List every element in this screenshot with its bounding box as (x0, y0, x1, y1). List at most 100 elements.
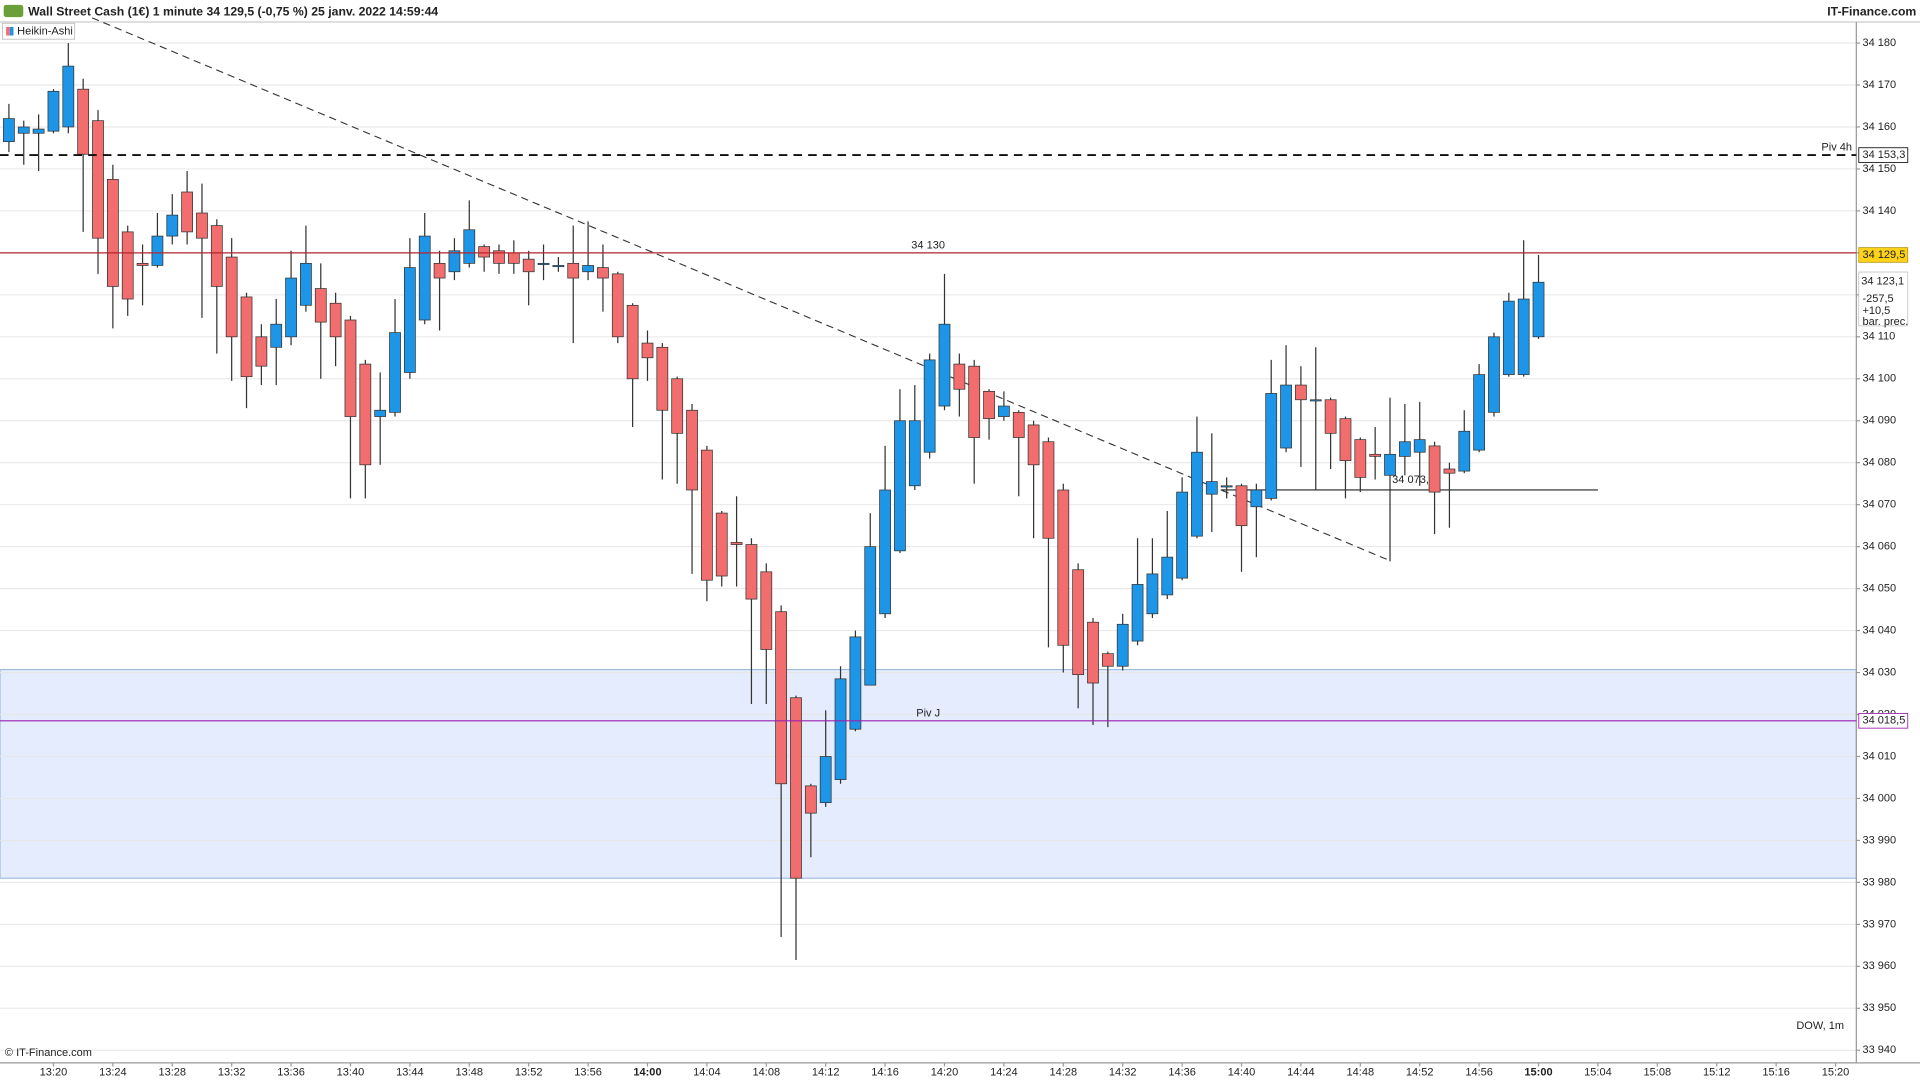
x-tick-label: 14:52 (1406, 1067, 1434, 1079)
header-bar (0, 0, 1920, 23)
candle-body (359, 363, 372, 466)
y-tick-label: 33 950 (1862, 1002, 1896, 1014)
chart-title: Wall Street Cash (1€) 1 minute 34 129,5 … (28, 4, 438, 18)
candle-body (3, 118, 15, 143)
y-tick-label: 34 050 (1862, 583, 1896, 595)
candle-body (1235, 485, 1248, 527)
x-tick-label: 14:24 (990, 1067, 1018, 1079)
price-badge-label: 34 129,5 (1862, 249, 1905, 261)
plot: 33 940 33 950 33 960 33 970 33 980 33 990 34 0… (0, 17, 1920, 1079)
x-tick-label: 14:44 (1287, 1067, 1315, 1079)
y-tick-label: 34 160 (1862, 121, 1896, 133)
candle-body (879, 489, 891, 615)
candle-body (671, 378, 684, 434)
candle-body (448, 250, 461, 273)
candle-body (270, 323, 283, 348)
candle-body (983, 390, 995, 420)
x-tick-label: 14:16 (871, 1067, 899, 1079)
x-tick-label: 13:52 (515, 1067, 543, 1079)
candle-body (1191, 451, 1203, 537)
trendline (91, 17, 1389, 561)
candle-body (210, 225, 223, 287)
candle-body (597, 267, 609, 279)
x-tick-label: 14:56 (1465, 1067, 1493, 1079)
candle-body (92, 120, 104, 239)
candle-body (1532, 281, 1545, 338)
candle-body (819, 756, 832, 804)
candle-body (715, 512, 728, 577)
candle-body (730, 542, 743, 545)
candle-body (626, 304, 639, 380)
source: IT-Finance.com (1827, 4, 1916, 18)
x-tick-label: 13:20 (40, 1067, 68, 1079)
candle-body (196, 212, 208, 239)
candle-body (478, 246, 491, 258)
candle-body (552, 265, 565, 268)
candle-body (17, 126, 30, 134)
candle-body (864, 546, 877, 686)
candle-body (1413, 439, 1426, 453)
candle-body (1072, 569, 1085, 676)
candle-body (463, 229, 476, 264)
candle-body (1384, 453, 1396, 476)
candle-body (1443, 468, 1456, 474)
app-icon (3, 4, 24, 18)
level-badge (1858, 147, 1909, 163)
candle-body (790, 697, 802, 879)
copyright: © IT-Finance.com (5, 1047, 92, 1059)
y-tick-label: 34 110 (1862, 331, 1895, 343)
candle-body (834, 678, 847, 780)
y-tick-label: 33 960 (1862, 960, 1896, 972)
candle-body (701, 449, 713, 581)
x-tick-label: 13:28 (158, 1067, 186, 1079)
candle-body (181, 191, 193, 233)
x-tick-label: 14:08 (753, 1067, 781, 1079)
candle-body (32, 128, 45, 134)
candle-body (567, 262, 580, 279)
candle-body (62, 65, 75, 128)
price-badge (1858, 247, 1909, 263)
x-tick-label: 13:36 (277, 1067, 305, 1079)
candle-body (389, 332, 401, 413)
y-tick-label: 34 070 (1862, 499, 1896, 511)
candle-body (225, 256, 238, 338)
candle-body (77, 88, 90, 155)
info-label: bar. prec. (1862, 316, 1908, 328)
candle-body (1027, 424, 1040, 466)
candle-body (403, 267, 416, 373)
candle-body (537, 262, 550, 265)
x-tick-label: 14:04 (693, 1067, 721, 1079)
candle-body (641, 342, 654, 359)
candle-body (998, 405, 1010, 417)
level-badge (1858, 713, 1909, 729)
candle-body (1398, 441, 1411, 457)
y-tick-label: 34 140 (1862, 205, 1896, 217)
y-tick-label: 34 170 (1862, 79, 1896, 91)
y-tick-label: 34 100 (1862, 373, 1896, 385)
candle-body (760, 571, 773, 650)
candle-body (1280, 384, 1292, 449)
x-tick-label: 14:48 (1347, 1067, 1375, 1079)
candle-body (240, 296, 253, 378)
candle-body (522, 258, 535, 273)
candle-body (1087, 621, 1099, 684)
candle-body (151, 235, 164, 266)
candle-body (1131, 584, 1144, 642)
y-tick-label: 34 010 (1862, 750, 1896, 762)
candle-body (1309, 399, 1322, 402)
candle-body (894, 420, 906, 552)
x-tick-label: 13:24 (99, 1067, 127, 1079)
legend-box (2, 22, 76, 40)
y-tick-label: 34 060 (1862, 541, 1896, 553)
y-tick-label: 34 000 (1862, 792, 1896, 804)
candle-body (775, 611, 788, 785)
candle-body (908, 420, 921, 487)
x-tick-label: 15:20 (1822, 1067, 1850, 1079)
info-label: +10,5 (1862, 305, 1890, 317)
level-badge-label: 34 018,5 (1862, 715, 1905, 727)
candle-body (1324, 399, 1337, 434)
x-tick-label: 15:08 (1644, 1067, 1672, 1079)
candle-body (136, 262, 149, 266)
legend-swatch-down (6, 26, 10, 36)
